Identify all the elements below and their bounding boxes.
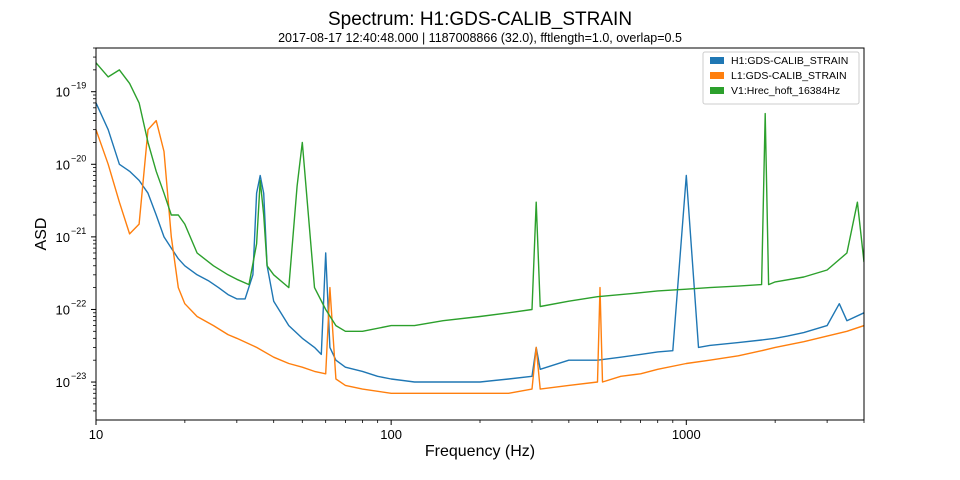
x-axis: 10 100 1000 xyxy=(89,420,865,442)
series-line-2 xyxy=(96,119,864,394)
y-tick-label-base: 10 xyxy=(56,157,70,172)
y-tick-label-exponent: −23 xyxy=(71,371,86,381)
chart-subtitle: 2017-08-17 12:40:48.000 | 1187008866 (32… xyxy=(278,31,682,45)
y-tick-label-exponent: −21 xyxy=(71,226,86,236)
series-line-3 xyxy=(96,62,864,332)
y-tick-label-exponent: −20 xyxy=(71,153,86,163)
series-layer xyxy=(96,62,864,394)
x-tick-label: 100 xyxy=(380,427,402,442)
y-tick-label-base: 10 xyxy=(56,302,70,317)
legend-swatch-1 xyxy=(710,57,724,64)
legend-swatch-3 xyxy=(710,87,724,94)
y-tick-label-exponent: −22 xyxy=(71,298,86,308)
legend: H1:GDS-CALIB_STRAIN L1:GDS-CALIB_STRAIN V1… xyxy=(702,51,860,105)
legend-box xyxy=(702,51,860,105)
y-tick-label-base: 10 xyxy=(56,230,70,245)
x-axis-label: Frequency (Hz) xyxy=(425,443,535,460)
y-tick-label-exponent: −19 xyxy=(71,81,86,91)
legend-label-3: V1:Hrec_hoft_16384Hz xyxy=(731,85,840,97)
x-tick-label: 1000 xyxy=(672,427,701,442)
legend-label-2: L1:GDS-CALIB_STRAIN xyxy=(731,70,847,82)
x-tick-label: 10 xyxy=(89,427,103,442)
legend-label-1: H1:GDS-CALIB_STRAIN xyxy=(731,55,848,67)
series-line-1 xyxy=(96,102,864,383)
y-axis-label: ASD xyxy=(33,218,50,251)
chart-title: Spectrum: H1:GDS-CALIB_STRAIN xyxy=(328,9,632,30)
y-tick-label-base: 10 xyxy=(56,85,70,100)
y-tick-label-base: 10 xyxy=(56,375,70,390)
legend-swatch-2 xyxy=(710,72,724,79)
